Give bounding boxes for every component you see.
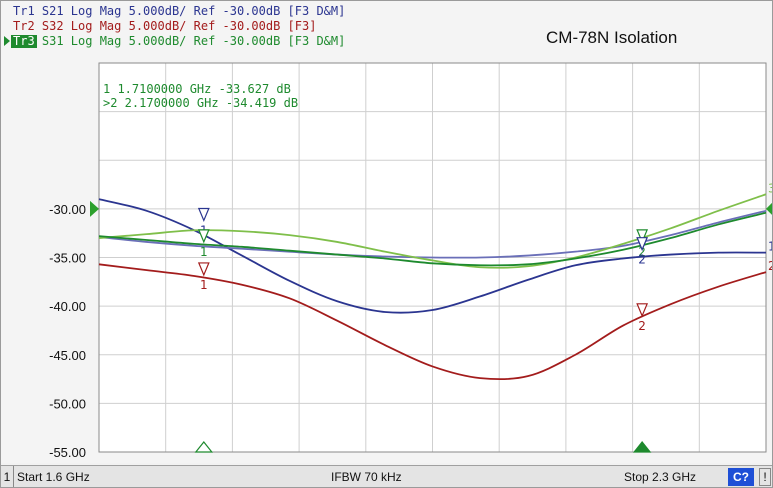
trace-id: Tr1 xyxy=(13,4,35,18)
series-line-1 xyxy=(98,263,767,381)
trace-settings: S31 Log Mag 5.000dB/ Ref -30.00dB [F3 D&… xyxy=(35,34,346,48)
y-axis-ticks: -30.00 -35.00 -40.00 -45.00 -50.00 -55.00 xyxy=(49,202,86,460)
series-line-0 xyxy=(98,198,767,314)
marker-position-indicator xyxy=(632,441,652,453)
channel-number[interactable]: 1 xyxy=(1,466,14,487)
ifbw-setting[interactable]: IFBW 70 kHz xyxy=(331,470,402,484)
marker-triangle xyxy=(636,237,649,252)
marker-triangle xyxy=(197,229,210,244)
marker-label: 1 xyxy=(200,245,208,259)
marker-readout-line: >2 2.1700000 GHz -34.419 dB xyxy=(103,96,298,110)
trace-settings: S32 Log Mag 5.000dB/ Ref -30.00dB [F3] xyxy=(35,19,317,33)
series-line-4 xyxy=(98,211,767,267)
trace-plot: -30.00 -35.00 -40.00 -45.00 -50.00 -55.00 1 2 3… xyxy=(1,1,773,463)
reference-arrow-left xyxy=(90,200,99,217)
marker-label: 2 xyxy=(638,253,646,267)
marker-label: 1 xyxy=(200,278,208,292)
marker-group: 111222 xyxy=(194,207,652,453)
reference-arrow-right xyxy=(766,202,772,215)
trace-header-line: Tr3 S31 Log Mag 5.000dB/ Ref -30.00dB [F… xyxy=(13,34,345,48)
reference-arrows xyxy=(90,200,772,217)
marker-triangle xyxy=(197,207,210,223)
trace-id: Tr2 xyxy=(13,19,35,33)
marker-readout: 1 1.7100000 GHz -33.627 dB>2 2.1700000 G… xyxy=(103,82,298,110)
marker-triangle xyxy=(636,303,649,318)
series-end-label: 3 xyxy=(768,181,773,195)
chart-title: CM-78N Isolation xyxy=(546,28,677,47)
active-trace-highlight xyxy=(11,35,37,48)
trace-header: Tr1 S21 Log Mag 5.000dB/ Ref -30.00dB [F… xyxy=(4,4,345,48)
y-tick-label: -50.00 xyxy=(49,396,86,411)
y-tick-label: -30.00 xyxy=(49,202,86,217)
trace-header-line: Tr2 S32 Log Mag 5.000dB/ Ref -30.00dB [F… xyxy=(13,19,316,33)
marker-readout-line: 1 1.7100000 GHz -33.627 dB xyxy=(103,82,291,96)
series-end-label: 1 xyxy=(768,240,773,254)
marker-triangle xyxy=(636,229,649,244)
marker-position-indicator xyxy=(194,441,214,453)
active-trace-arrow xyxy=(4,36,10,46)
plot-border xyxy=(98,62,767,453)
status-bar: 1 Start 1.6 GHz IFBW 70 kHz Stop 2.3 GHz… xyxy=(1,465,772,487)
start-frequency[interactable]: Start 1.6 GHz xyxy=(17,470,90,484)
trace-settings: S21 Log Mag 5.000dB/ Ref -30.00dB [F3 D&… xyxy=(35,4,346,18)
y-tick-label: -35.00 xyxy=(49,251,86,266)
series-line-2 xyxy=(98,209,767,259)
marker-label: 2 xyxy=(638,245,646,259)
y-tick-label: -45.00 xyxy=(49,348,86,363)
trace-id: Tr3 xyxy=(13,34,35,48)
stop-frequency[interactable]: Stop 2.3 GHz xyxy=(624,470,697,484)
series-end-label: 2 xyxy=(768,259,773,273)
y-tick-label: -55.00 xyxy=(49,445,86,460)
calibration-status-button[interactable]: C? xyxy=(728,468,754,486)
trace-header-line: Tr1 S21 Log Mag 5.000dB/ Ref -30.00dB [F… xyxy=(13,4,345,18)
warning-indicator[interactable]: ! xyxy=(759,468,771,486)
y-tick-label: -40.00 xyxy=(49,299,86,314)
marker-label: 2 xyxy=(638,319,646,333)
marker-triangle xyxy=(197,262,210,277)
